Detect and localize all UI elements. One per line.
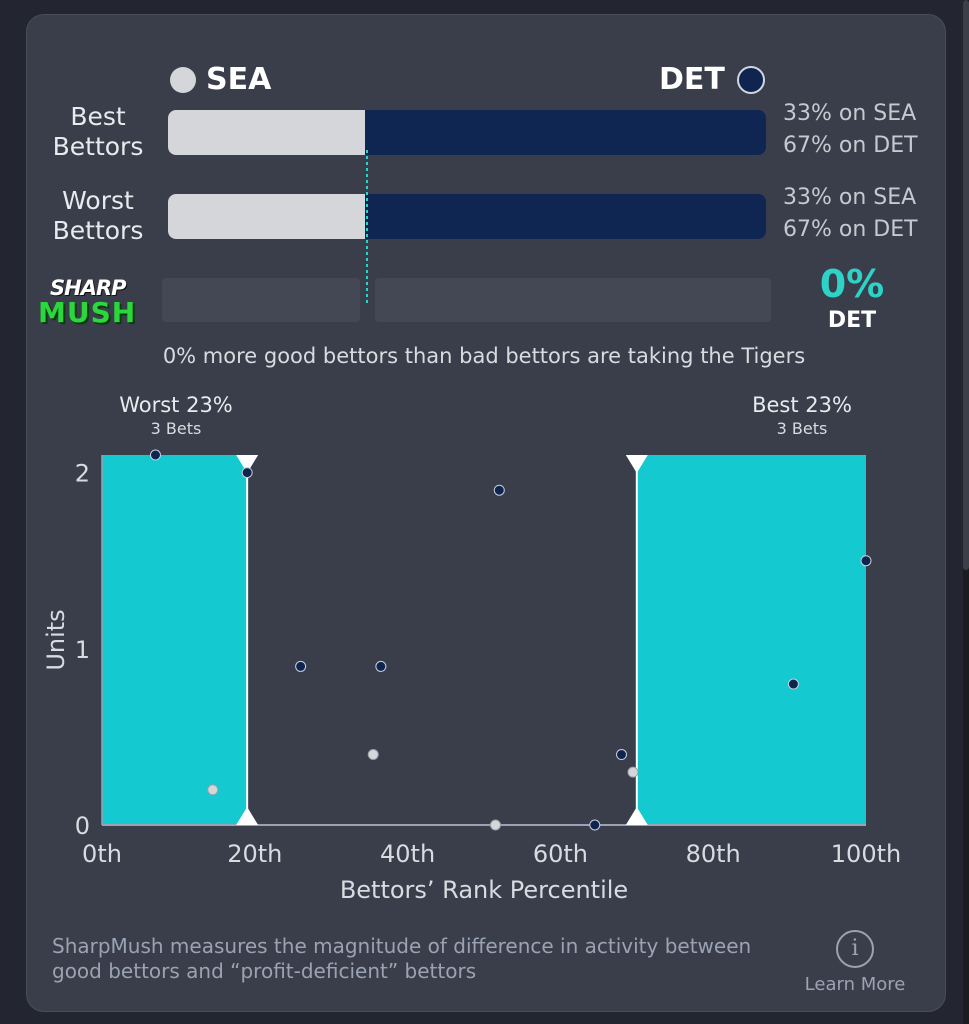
point-det: [375, 660, 387, 672]
point-sea: [489, 819, 501, 831]
best-selection-region: [636, 455, 866, 825]
best-selection-bets: 3 Bets: [776, 419, 828, 438]
x-tick-label: 100th: [831, 840, 901, 868]
best-bettors-label-line1: Best: [70, 102, 126, 131]
page-scrollbar[interactable]: [963, 0, 969, 1024]
team-sea-abbr: SEA: [206, 62, 272, 97]
point-sea: [367, 749, 379, 761]
best-bettors-sea-pct: 33% on SEA: [783, 101, 917, 126]
x-tick-label: 60th: [533, 840, 588, 868]
point-det: [589, 819, 601, 831]
mush-track-left: [162, 278, 360, 322]
point-det: [241, 467, 253, 479]
best-bettors-label: Best Bettors: [30, 102, 166, 162]
x-axis-title: Bettors’ Rank Percentile: [340, 876, 628, 904]
sharpmush-summary: 0% more good bettors than bad bettors ar…: [162, 344, 806, 368]
worst-bettors-percentages: 33% on SEA 67% on DET: [783, 182, 918, 246]
worst-bettors-label-line2: Bettors: [52, 216, 144, 245]
learn-more-button[interactable]: i Learn More: [800, 930, 910, 995]
sharpmush-team: DET: [827, 308, 877, 333]
worst-bettors-sea-segment: [168, 194, 366, 239]
best-handle-top-icon[interactable]: [625, 455, 648, 473]
x-tick-label: 20th: [227, 840, 282, 868]
worst-bettors-sea-pct: 33% on SEA: [783, 185, 917, 210]
x-tick-label: 0th: [82, 840, 122, 868]
x-tick-label: 40th: [380, 840, 435, 868]
y-axis-title: Units: [42, 609, 70, 670]
team-sea-header: SEA: [170, 62, 271, 97]
point-det: [295, 660, 307, 672]
point-det: [787, 678, 799, 690]
y-tick-label: 2: [75, 460, 90, 488]
best-bettors-det-pct: 67% on DET: [783, 133, 918, 158]
sharpmush-value: 0%: [819, 262, 885, 306]
point-det: [616, 749, 628, 761]
point-det: [149, 449, 161, 461]
worst-selection-bets: 3 Bets: [150, 419, 202, 438]
worst-selection-label: Worst 23% 3 Bets: [96, 393, 256, 438]
logo-sharp-text: SHARP: [50, 276, 127, 300]
point-sea: [207, 784, 219, 796]
best-bettors-label-line2: Bettors: [52, 132, 144, 161]
mush-track-right: [375, 278, 771, 322]
worst-bettors-bar: [168, 194, 766, 239]
point-det: [860, 555, 872, 567]
worst-handle-top-icon[interactable]: [236, 455, 259, 473]
point-det: [493, 484, 505, 496]
sea-color-dot: [170, 66, 196, 93]
point-sea: [627, 766, 639, 778]
best-selection-label: Best 23% 3 Bets: [722, 393, 882, 438]
best-bettors-percentages: 33% on SEA 67% on DET: [783, 98, 918, 162]
footer-description: SharpMush measures the magnitude of diff…: [52, 934, 752, 983]
info-icon[interactable]: i: [836, 930, 874, 968]
det-color-dot: [736, 65, 765, 94]
logo-mush-text: MUSH: [38, 296, 137, 329]
team-det-abbr: DET: [659, 62, 725, 97]
y-tick-label: 1: [75, 636, 90, 664]
best-selection-title: Best 23%: [752, 393, 852, 417]
x-tick-label: 80th: [686, 840, 741, 868]
worst-bettors-label: Worst Bettors: [30, 186, 166, 246]
learn-more-label[interactable]: Learn More: [804, 974, 906, 995]
worst-bettors-det-pct: 67% on DET: [783, 217, 918, 242]
y-tick-label: 0: [75, 812, 90, 840]
team-det-header: DET: [659, 62, 765, 97]
scrollbar-thumb[interactable]: [963, 0, 969, 570]
best-handle-bottom-icon[interactable]: [625, 807, 648, 825]
worst-bettors-label-line1: Worst: [62, 186, 134, 215]
sharpmush-logo: SHARP MUSH: [36, 276, 150, 332]
best-bettors-bar: [168, 110, 766, 155]
worst-selection-title: Worst 23%: [119, 393, 233, 417]
worst-selection-region: [102, 455, 248, 825]
best-bettors-sea-segment: [168, 110, 366, 155]
worst-handle-bottom-icon[interactable]: [236, 807, 259, 825]
